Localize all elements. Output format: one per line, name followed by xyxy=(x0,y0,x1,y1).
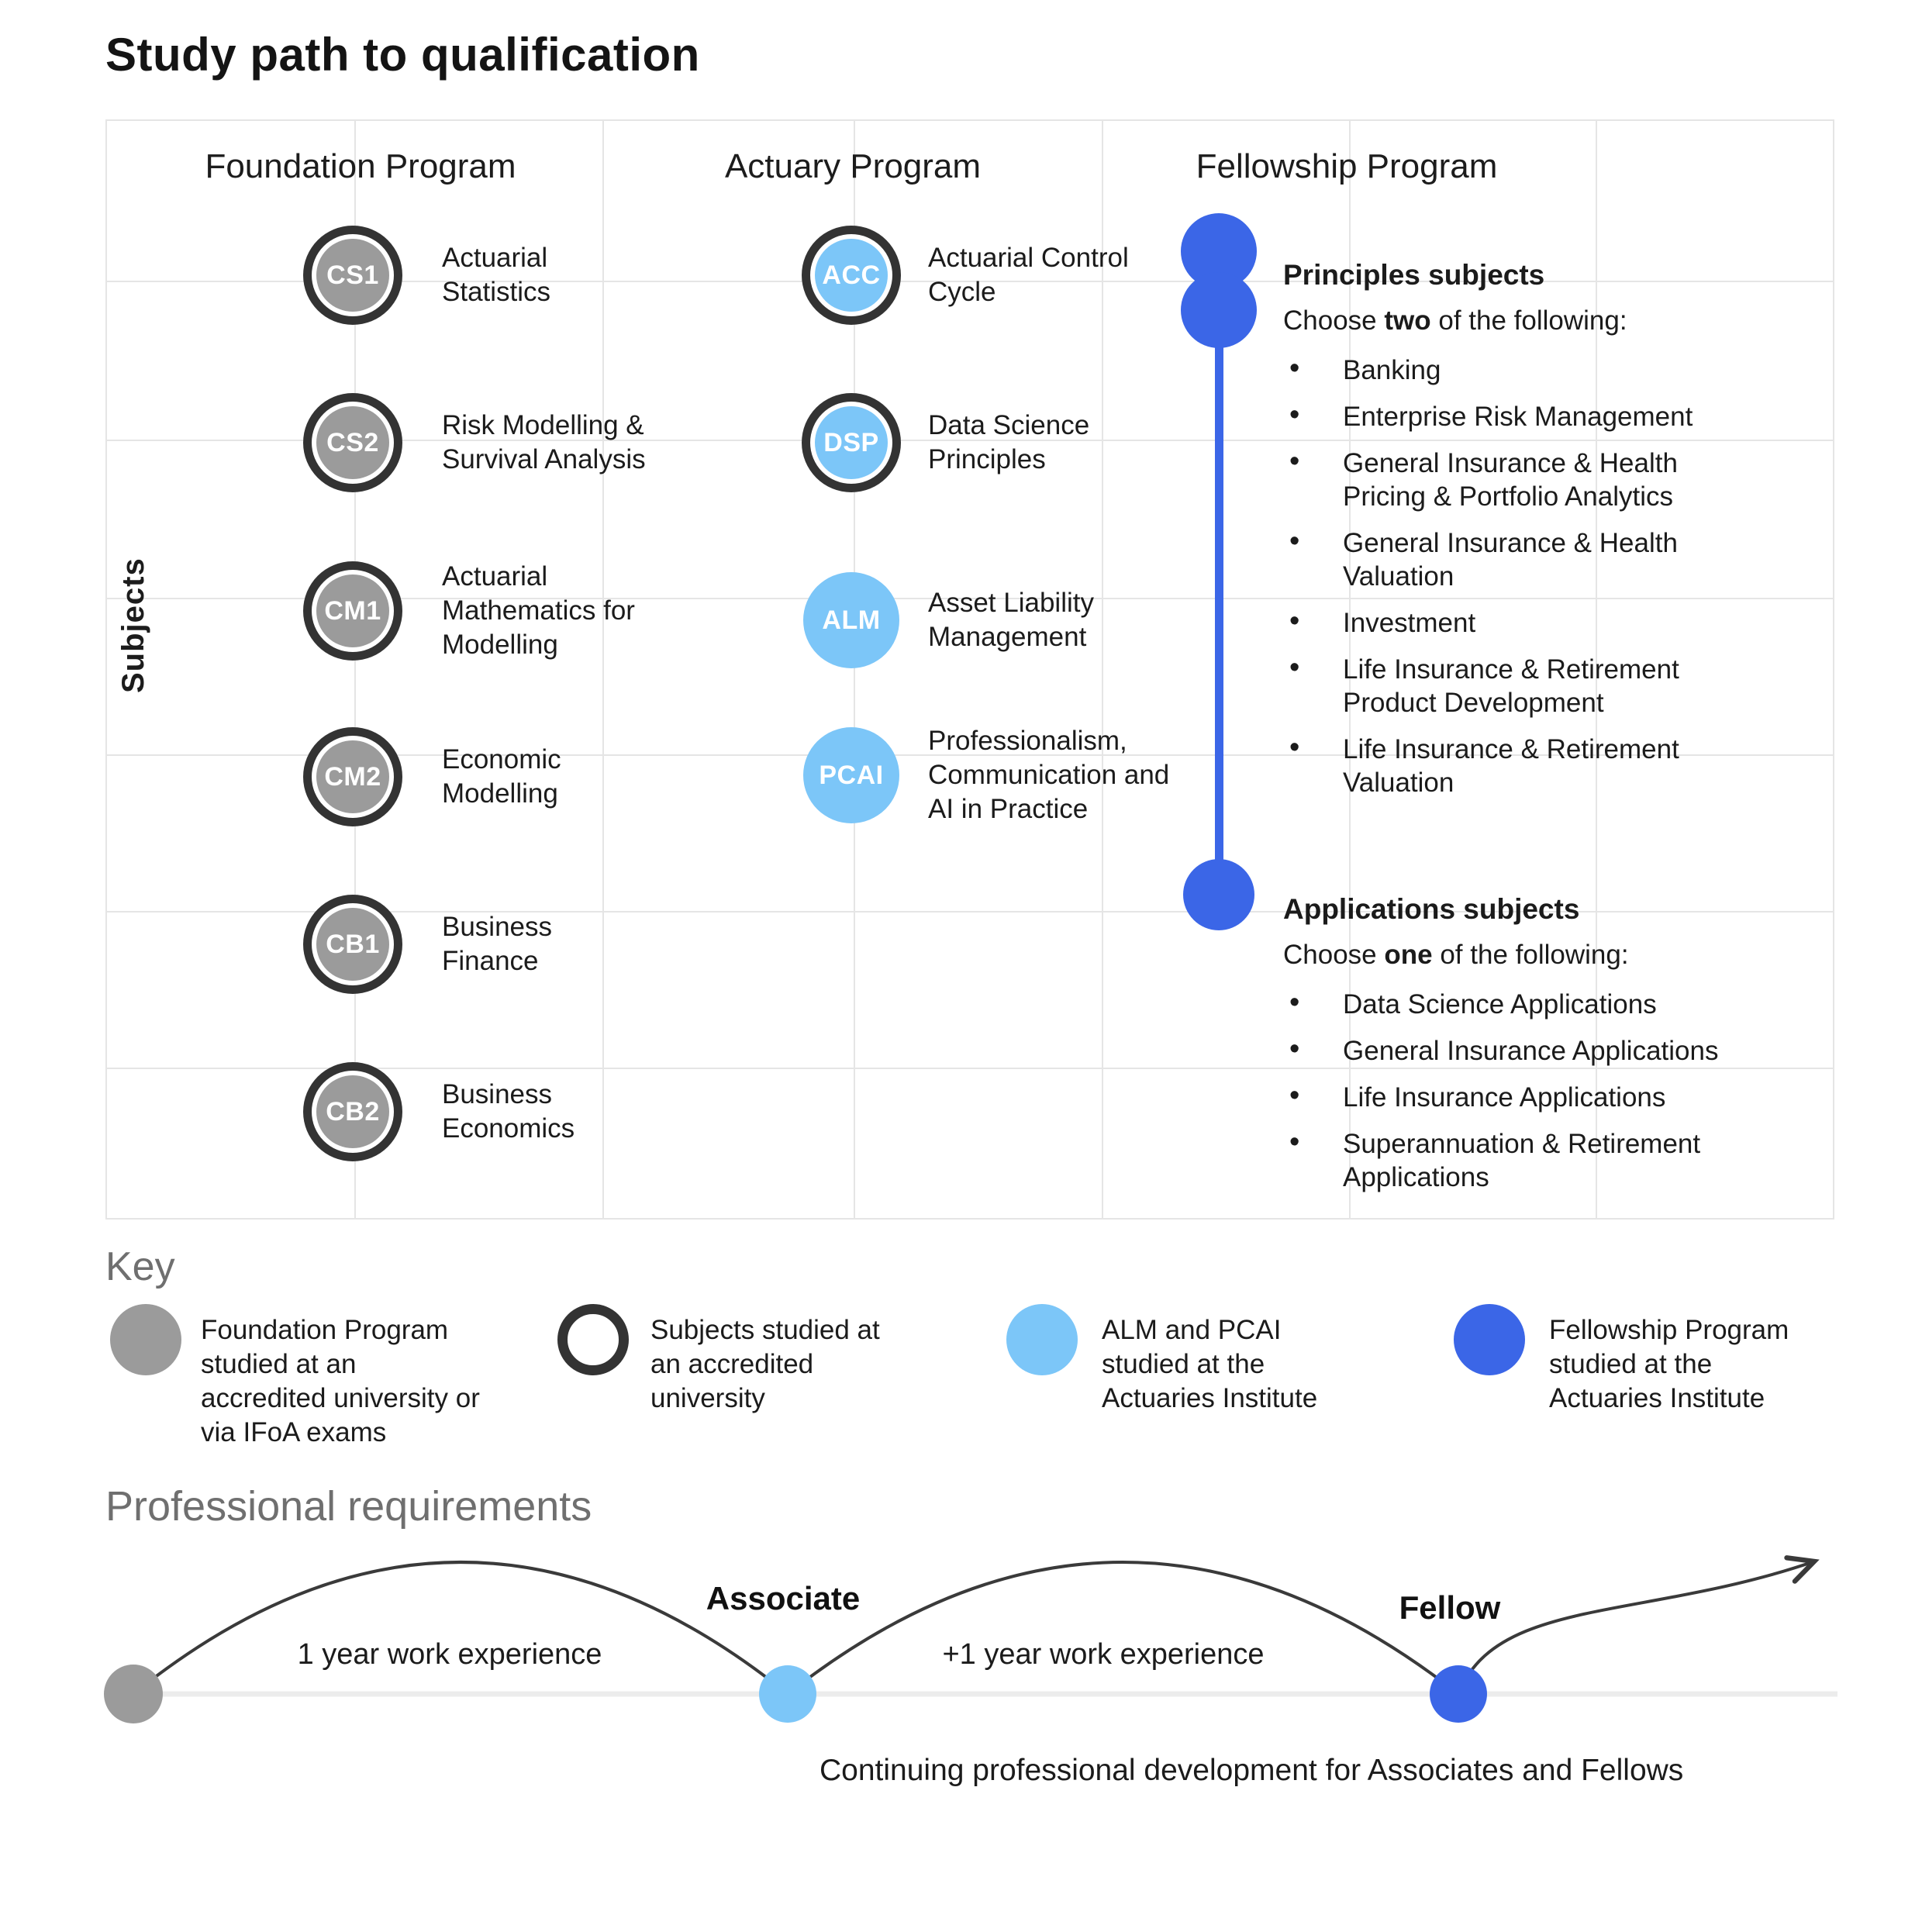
subject-code: PCAI xyxy=(819,760,884,790)
choose-prefix: Choose xyxy=(1283,940,1377,970)
subject-label: Actuarial Statistics xyxy=(442,243,551,307)
grid-line xyxy=(105,119,107,1218)
segment-label-plus1yr: +1 year work experience xyxy=(942,1638,1265,1671)
list-item: Superannuation & Retirement Applications xyxy=(1283,1126,1748,1194)
subject-code: CM2 xyxy=(324,761,381,792)
key-swatch-ring-circle xyxy=(557,1304,629,1375)
y-axis-label-subjects: Subjects xyxy=(116,557,150,693)
list-item: Investment xyxy=(1283,605,1748,640)
subject-code: CS1 xyxy=(326,260,379,290)
subject-code: CB2 xyxy=(326,1096,380,1126)
subject-code: ACC xyxy=(822,260,881,290)
subject-node-alm: ALM xyxy=(803,572,899,668)
grid-line xyxy=(105,1068,1834,1069)
choose-count: one xyxy=(1384,940,1433,970)
key-item-label: Fellowship Program studied at the Actuar… xyxy=(1549,1315,1789,1413)
subject-label: Risk Modelling & Survival Analysis xyxy=(442,410,646,474)
grid-line xyxy=(1102,119,1103,1218)
subject-label: Economic Modelling xyxy=(442,744,561,809)
subject-label: Actuarial Control Cycle xyxy=(928,243,1129,307)
grid-line xyxy=(105,119,1834,121)
choose-suffix: of the following: xyxy=(1438,305,1627,336)
key-item-label: Subjects studied at an accredited univer… xyxy=(650,1315,880,1413)
column-header-foundation: Foundation Program xyxy=(205,147,516,185)
subject-label: Actuarial Mathematics for Modelling xyxy=(442,561,635,660)
subject-node-cs1: CS1 xyxy=(316,239,389,312)
subject-label: Professionalism, Communication and AI in… xyxy=(928,726,1170,824)
list-item: Life Insurance & Retirement Valuation xyxy=(1283,731,1748,799)
key-item-label: ALM and PCAI studied at the Actuaries In… xyxy=(1102,1315,1318,1413)
subject-node-cm1: CM1 xyxy=(316,574,389,647)
list-item: Enterprise Risk Management xyxy=(1283,398,1748,433)
segment-label-1yr: 1 year work experience xyxy=(297,1638,602,1671)
principles-subjects-section: Principles subjects Choose two of the fo… xyxy=(1283,259,1748,812)
column-header-actuary: Actuary Program xyxy=(724,147,982,185)
subject-node-acc: ACC xyxy=(815,239,888,312)
grid-line xyxy=(105,911,1834,913)
choose-prefix: Choose xyxy=(1283,305,1377,336)
subject-node-cm2: CM2 xyxy=(316,740,389,813)
grid-line xyxy=(602,119,604,1218)
subject-label: Data Science Principles xyxy=(928,410,1090,474)
grid-line xyxy=(105,440,1834,441)
grid-line xyxy=(354,119,356,1218)
subject-label: Business Finance xyxy=(442,912,553,976)
subject-node-cb1: CB1 xyxy=(316,908,389,981)
professional-requirements-heading: Professional requirements xyxy=(105,1483,592,1530)
applications-choose-line: Choose one of the following: xyxy=(1283,940,1748,971)
applications-heading: Applications subjects xyxy=(1283,893,1580,925)
fellowship-principles-node xyxy=(1181,272,1257,348)
choose-count: two xyxy=(1384,305,1431,336)
list-item: General Insurance & Health Pricing & Por… xyxy=(1283,445,1748,513)
subject-node-pcai: PCAI xyxy=(803,727,899,823)
list-item: Life Insurance Applications xyxy=(1283,1079,1748,1114)
principles-heading: Principles subjects xyxy=(1283,259,1545,291)
grid-line xyxy=(105,754,1834,756)
subject-code: CM1 xyxy=(324,595,381,626)
subject-node-dsp: DSP xyxy=(815,406,888,479)
fellowship-connector-line xyxy=(1215,310,1223,895)
applications-subjects-section: Applications subjects Choose one of the … xyxy=(1283,893,1748,1207)
grid-line xyxy=(105,598,1834,599)
professional-timeline xyxy=(104,1555,1837,1723)
key-swatch-blue-circle xyxy=(1454,1304,1525,1375)
grid-line xyxy=(1833,119,1834,1218)
key-item-label: Foundation Program studied at an accredi… xyxy=(201,1315,480,1447)
choose-suffix: of the following: xyxy=(1440,940,1629,970)
arc-fellow-onward xyxy=(1457,1555,1820,1695)
subject-label: Asset Liability Management xyxy=(928,588,1094,652)
list-item: General Insurance & Health Valuation xyxy=(1283,525,1748,593)
column-header-fellowship: Fellowship Program xyxy=(1196,147,1498,185)
key-swatch-gray-circle xyxy=(110,1304,181,1375)
grid-line xyxy=(105,281,1834,282)
list-item: Banking xyxy=(1283,352,1748,387)
level-label-fellow: Fellow xyxy=(1399,1589,1501,1626)
principles-choose-line: Choose two of the following: xyxy=(1283,305,1748,336)
fellow-dot xyxy=(1430,1665,1487,1723)
arc-associate-to-fellow xyxy=(786,1561,1460,1696)
key-heading: Key xyxy=(105,1244,175,1289)
subject-node-cs2: CS2 xyxy=(316,406,389,479)
fellowship-applications-node xyxy=(1183,859,1254,930)
subject-label: Business Economics xyxy=(442,1079,575,1144)
key-swatch-lightblue-circle xyxy=(1006,1304,1078,1375)
arc-foundation-to-associate xyxy=(132,1561,789,1696)
level-label-associate: Associate xyxy=(706,1580,861,1616)
associate-dot xyxy=(759,1665,816,1723)
subject-node-cb2: CB2 xyxy=(316,1075,389,1148)
list-item: Data Science Applications xyxy=(1283,986,1748,1021)
subject-code: DSP xyxy=(823,427,879,457)
subject-code: CS2 xyxy=(326,427,379,457)
subject-code: CB1 xyxy=(326,929,380,959)
subject-code: ALM xyxy=(822,605,881,635)
grid-line xyxy=(854,119,855,1218)
cpd-footnote: Continuing professional development for … xyxy=(820,1754,1684,1787)
list-item: Life Insurance & Retirement Product Deve… xyxy=(1283,651,1748,719)
list-item: General Insurance Applications xyxy=(1283,1033,1748,1068)
grid-line xyxy=(105,1218,1834,1220)
start-dot xyxy=(104,1665,163,1723)
page-title: Study path to qualification xyxy=(105,29,700,81)
